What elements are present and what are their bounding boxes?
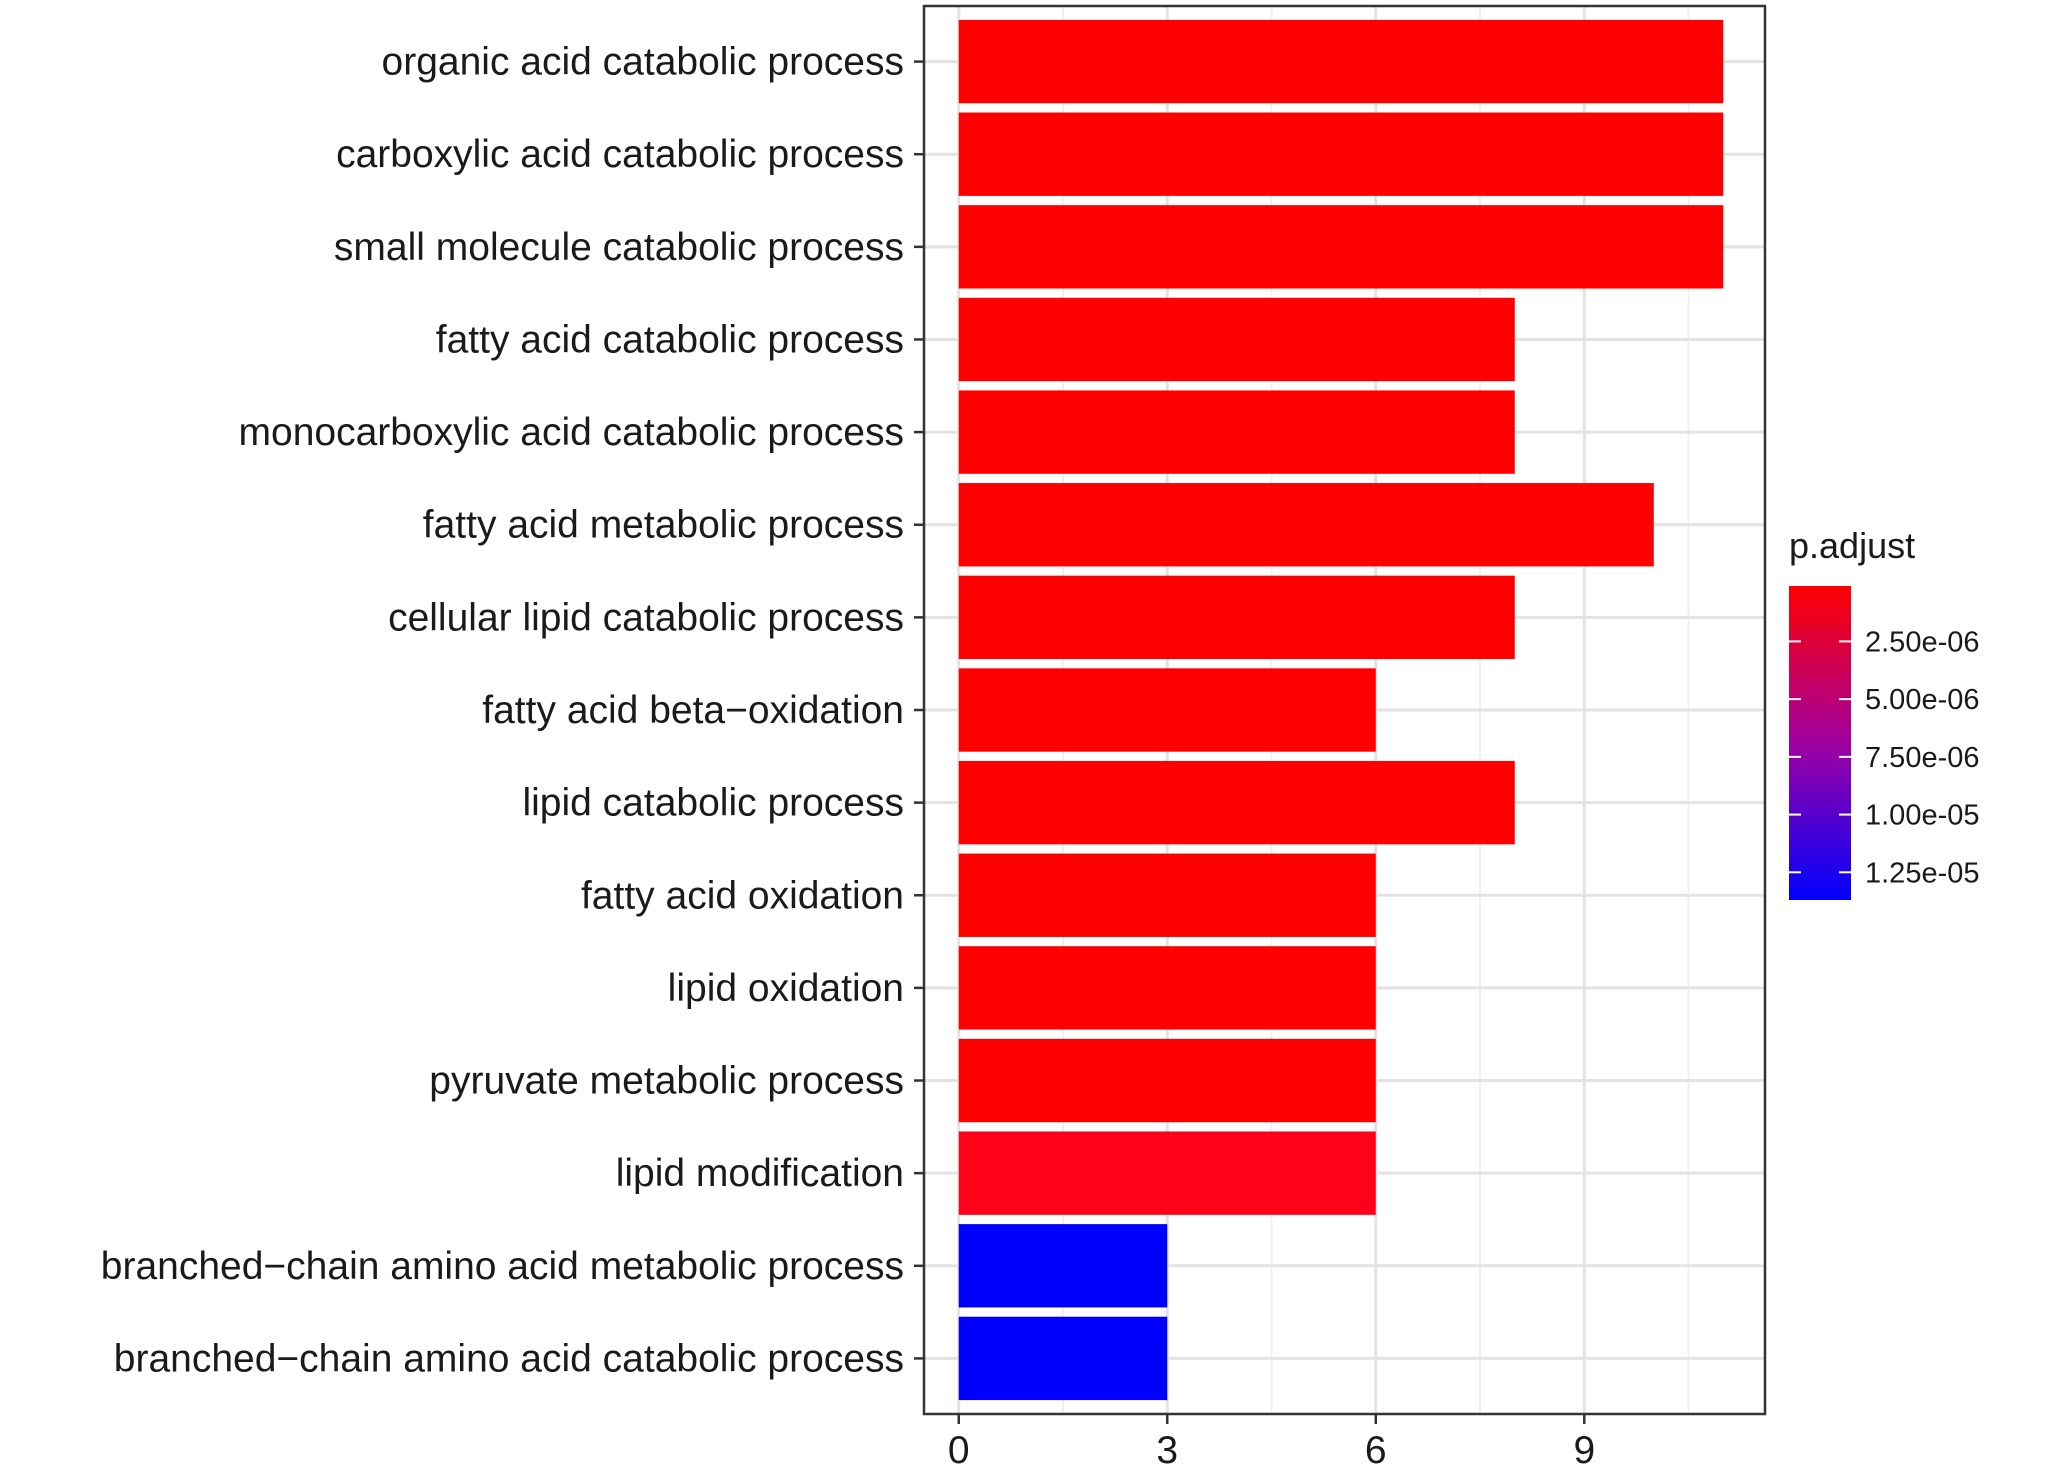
colorbar-label: 2.50e-06 (1865, 626, 1980, 658)
x-tick-label: 3 (1156, 1429, 1178, 1472)
category-label: fatty acid catabolic process (436, 318, 904, 361)
colorbar-label: 5.00e-06 (1865, 684, 1980, 716)
colorbar-label: 1.00e-05 (1865, 800, 1980, 832)
x-tick-label: 6 (1365, 1429, 1387, 1472)
category-label: organic acid catabolic process (382, 41, 904, 84)
bar (958, 390, 1515, 474)
bar (958, 483, 1654, 567)
category-label: fatty acid oxidation (581, 874, 904, 917)
bar (958, 1131, 1376, 1215)
category-label: cellular lipid catabolic process (388, 596, 904, 639)
category-label: small molecule catabolic process (334, 226, 904, 269)
bar (958, 1224, 1168, 1308)
category-label: monocarboxylic acid catabolic process (239, 411, 904, 454)
category-label: carboxylic acid catabolic process (336, 133, 904, 176)
category-label: pyruvate metabolic process (429, 1060, 904, 1103)
category-label: fatty acid metabolic process (423, 504, 904, 547)
category-label: lipid oxidation (668, 967, 904, 1010)
bar (958, 668, 1376, 752)
category-label: branched−chain amino acid metabolic proc… (101, 1245, 904, 1288)
bar (958, 297, 1515, 382)
x-tick-label: 0 (948, 1429, 970, 1472)
category-label: lipid modification (616, 1152, 904, 1195)
legend-title: p.adjust (1789, 525, 1915, 566)
category-label: lipid catabolic process (522, 782, 904, 825)
colorbar (1789, 586, 1851, 900)
bar (958, 205, 1724, 289)
colorbar-label: 1.25e-05 (1865, 857, 1980, 889)
bar (958, 760, 1515, 845)
bar (958, 1316, 1168, 1401)
bar (958, 19, 1724, 104)
category-label: fatty acid beta−oxidation (482, 689, 904, 732)
bar (958, 112, 1724, 196)
bar (958, 853, 1376, 937)
colorbar-label: 7.50e-06 (1865, 742, 1980, 774)
x-tick-label: 9 (1573, 1429, 1595, 1472)
category-label: branched−chain amino acid catabolic proc… (114, 1337, 904, 1380)
bar (958, 575, 1515, 660)
bar (958, 946, 1376, 1030)
bar (958, 1038, 1376, 1123)
